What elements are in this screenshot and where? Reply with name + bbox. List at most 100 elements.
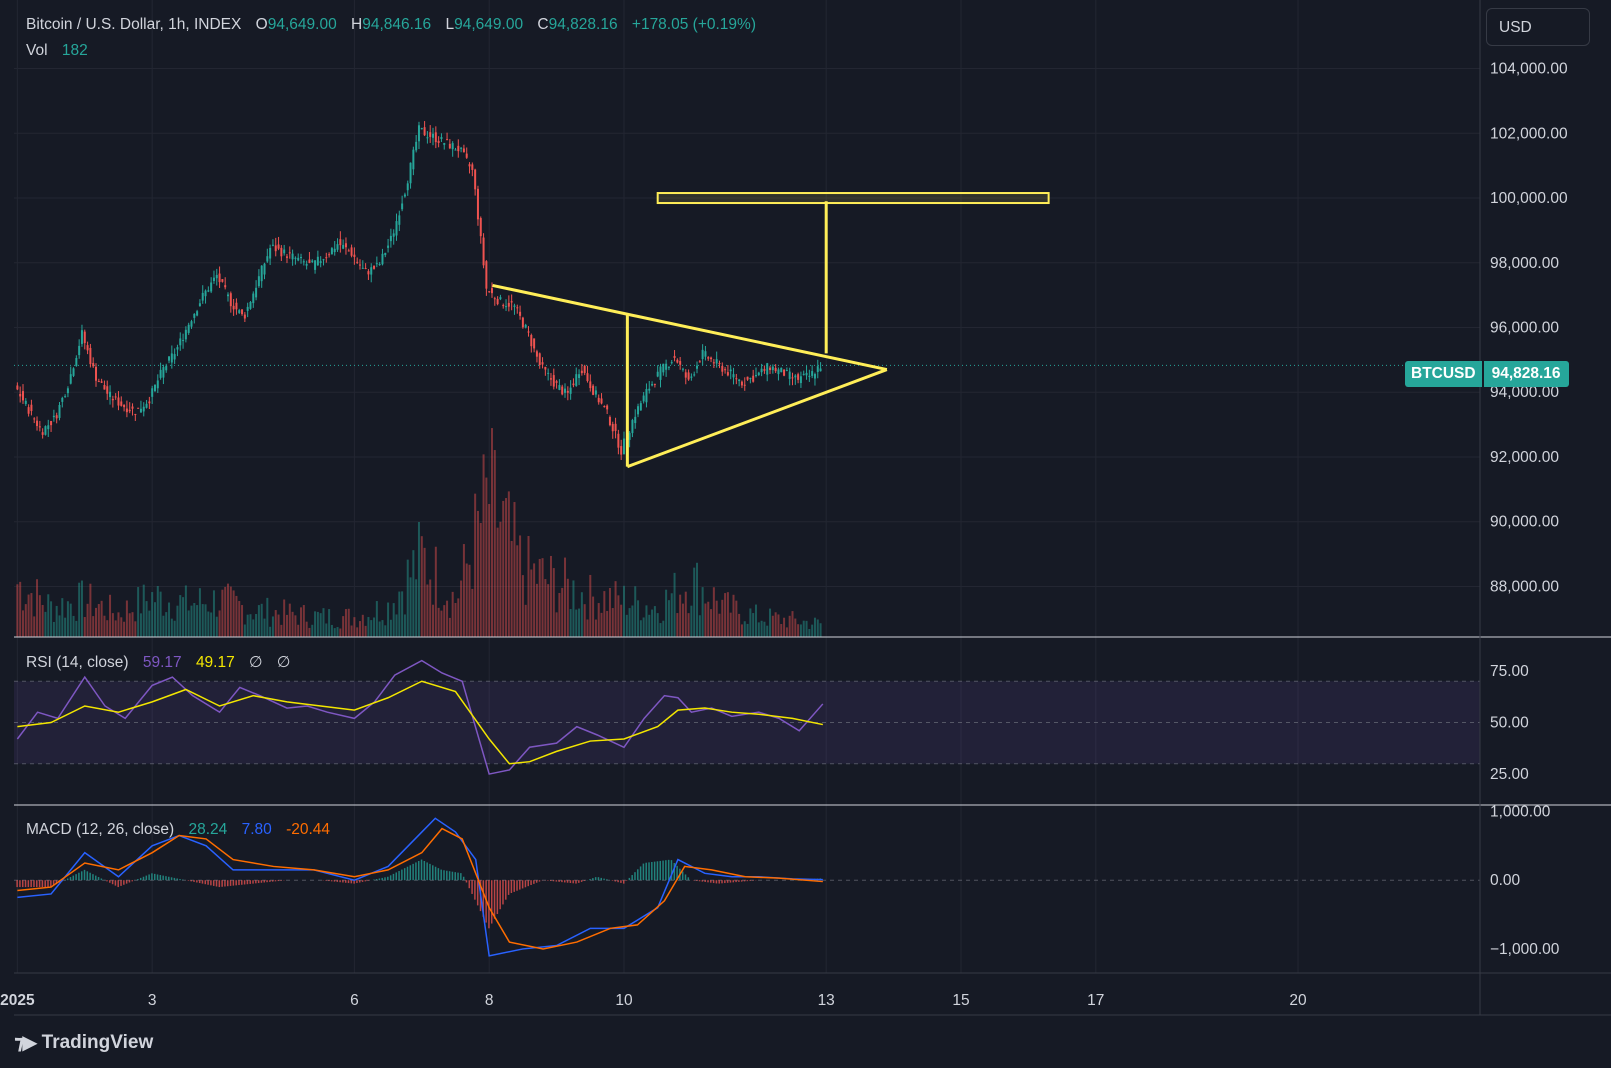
macd-histogram-bar (50, 880, 52, 888)
candle-body (406, 183, 409, 191)
candle-body (735, 378, 738, 380)
candle-body (204, 290, 207, 297)
macd-histogram-bar (344, 880, 347, 883)
candle-body (187, 324, 190, 333)
volume-bar (502, 500, 505, 637)
candle-body (780, 367, 783, 373)
macd-histogram-bar (659, 860, 662, 881)
candle-body (648, 388, 651, 391)
candle-body (336, 244, 339, 250)
macd-histogram-bar (589, 879, 591, 881)
candle-body (783, 369, 786, 376)
volume-bar (729, 612, 732, 637)
candle-body (434, 132, 437, 143)
volume-bar (521, 575, 524, 637)
tradingview-logo[interactable]: ⁊▶ TradingView (14, 1030, 153, 1055)
y-tick-label: 96,000.00 (1490, 320, 1559, 337)
symbol-title[interactable]: Bitcoin / U.S. Dollar, 1h, INDEX (26, 16, 242, 33)
macd-histogram-bar (378, 878, 381, 881)
macd-histogram-bar (505, 880, 507, 900)
macd-label[interactable]: MACD (12, 26, close) (26, 821, 175, 838)
macd-histogram-bar (538, 880, 541, 882)
rsi-ma-value: 49.17 (195, 654, 235, 671)
user-drawings[interactable] (492, 192, 1050, 469)
macd-histogram-bar (724, 880, 726, 884)
candle-body (819, 368, 822, 372)
volume-bar (255, 613, 258, 637)
volume-bar (572, 580, 575, 637)
macd-histogram-bar (620, 880, 622, 883)
volume-bar (549, 555, 552, 637)
volume-bar (510, 540, 513, 637)
y-tick-label: 100,000.00 (1490, 190, 1568, 207)
volume-bar (808, 628, 811, 637)
macd-histogram-bar (628, 877, 631, 881)
volume-bar (754, 604, 757, 637)
volume-bar (690, 605, 693, 637)
tradingview-mark-icon: ⁊▶ (14, 1032, 38, 1054)
volume-bar (780, 623, 783, 637)
macd-histogram-bar (496, 880, 499, 914)
macd-histogram-bar (426, 862, 428, 881)
macd-histogram-bar (358, 880, 361, 883)
macd-histogram-bar (465, 880, 468, 883)
volume-bar (221, 589, 224, 637)
candle-body (227, 294, 230, 297)
candle-body (816, 366, 819, 372)
candle-body (527, 331, 530, 333)
candle-body (263, 263, 266, 275)
volume-bar (131, 612, 134, 637)
rsi-label[interactable]: RSI (14, close) (26, 654, 129, 671)
volume-bar (468, 564, 471, 637)
currency-button[interactable]: USD (1486, 8, 1590, 46)
volume-bar (769, 608, 772, 637)
volume-bar (777, 614, 780, 637)
macd-histogram-bar (403, 868, 406, 881)
macd-histogram-bar (667, 859, 670, 881)
volume-bar (83, 617, 86, 637)
change-value: +178.05 (+0.19%) (631, 16, 756, 33)
macd-histogram-bar (707, 880, 709, 883)
candle-body (333, 248, 336, 253)
volume-bar (760, 620, 763, 637)
volume-bar (274, 610, 277, 637)
volume-bar (148, 610, 151, 637)
candle-body (533, 338, 536, 349)
volume-bar (516, 545, 519, 637)
candle-body (21, 391, 24, 401)
volume-bar (555, 612, 558, 637)
candle-body (339, 239, 342, 246)
candle-body (342, 244, 345, 249)
candle-body (586, 373, 589, 382)
volume-bar (406, 559, 409, 637)
macd-histogram-bar (712, 880, 715, 884)
volume-bar (743, 621, 746, 637)
volume-bar (432, 604, 435, 637)
volume-bar (412, 550, 415, 637)
macd-histogram-bar (726, 880, 729, 883)
volume-bar (693, 567, 696, 637)
macd-histogram-bar (549, 880, 552, 881)
candle-body (294, 257, 297, 259)
macd-histogram-bar (476, 880, 479, 906)
volume-bar (97, 604, 100, 637)
volume-bar (19, 581, 22, 637)
candle-body (221, 279, 224, 282)
macd-histogram-bar (41, 880, 44, 888)
macd-histogram-bar (558, 880, 560, 882)
candle-body (580, 370, 583, 374)
candle-body (679, 361, 682, 365)
volume-bar (701, 587, 704, 637)
volume-bar (30, 593, 33, 637)
candle-body (176, 347, 179, 350)
candle-body (193, 313, 196, 318)
macd-histogram-bar (569, 880, 572, 883)
volume-bar (721, 599, 724, 637)
candle-body (766, 363, 769, 375)
close-value: 94,828.16 (548, 16, 618, 33)
volume-bar (117, 612, 120, 637)
volume-bar (541, 558, 544, 637)
macd-histogram-bar (401, 869, 403, 881)
macd-histogram-bar (95, 875, 97, 881)
